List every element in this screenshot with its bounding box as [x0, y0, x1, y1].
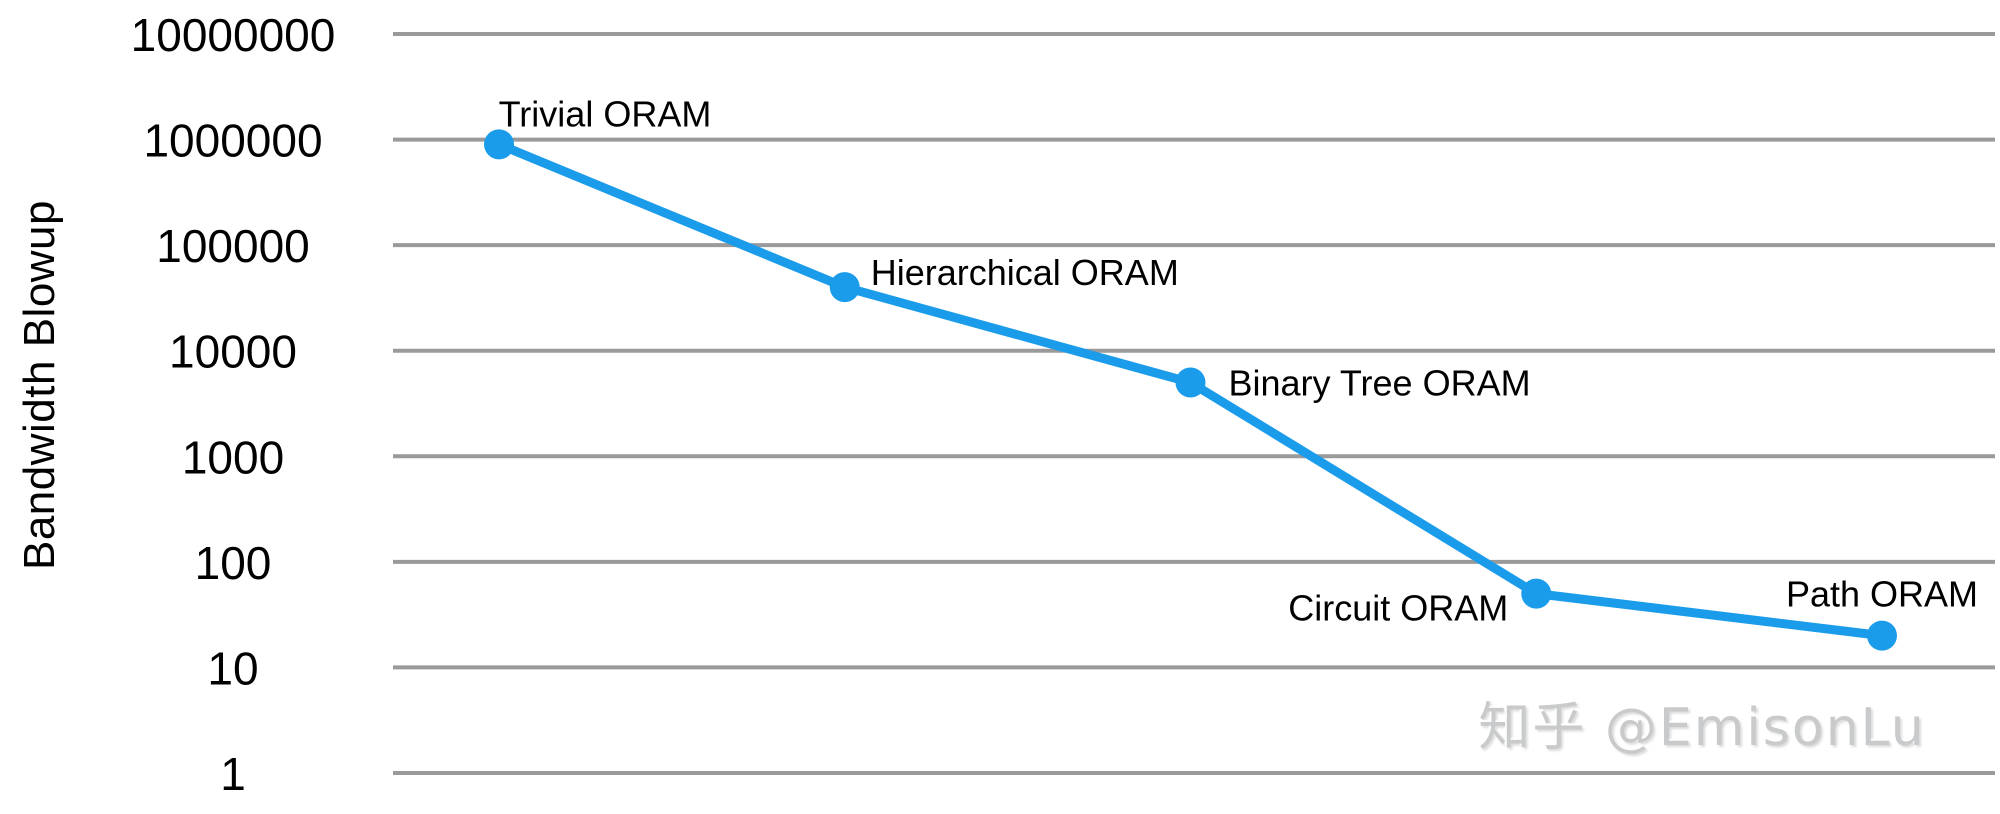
- watermark: 知乎 @EmisonLu: [1478, 698, 1926, 758]
- y-tick-label: 10000000: [131, 9, 336, 61]
- data-point-marker: [829, 272, 860, 303]
- data-point-marker: [1175, 367, 1206, 398]
- y-tick-label: 1000000: [143, 115, 322, 167]
- data-point-marker: [1521, 578, 1552, 609]
- y-tick-label: 1000: [182, 431, 284, 483]
- y-tick-label: 100: [195, 537, 272, 589]
- y-tick-label: 1: [220, 748, 246, 800]
- data-point-label: Trivial ORAM: [499, 93, 712, 134]
- data-point-label: Hierarchical ORAM: [871, 252, 1179, 293]
- y-tick-label: 100000: [156, 220, 310, 272]
- data-point-marker: [484, 129, 514, 160]
- data-point-label: Path ORAM: [1786, 574, 1978, 615]
- y-tick-label: 10: [207, 642, 258, 694]
- data-point-label: Circuit ORAM: [1288, 588, 1508, 629]
- y-tick-label: 10000: [169, 326, 297, 378]
- data-point-marker: [1867, 620, 1897, 651]
- data-point-label: Binary Tree ORAM: [1229, 362, 1531, 403]
